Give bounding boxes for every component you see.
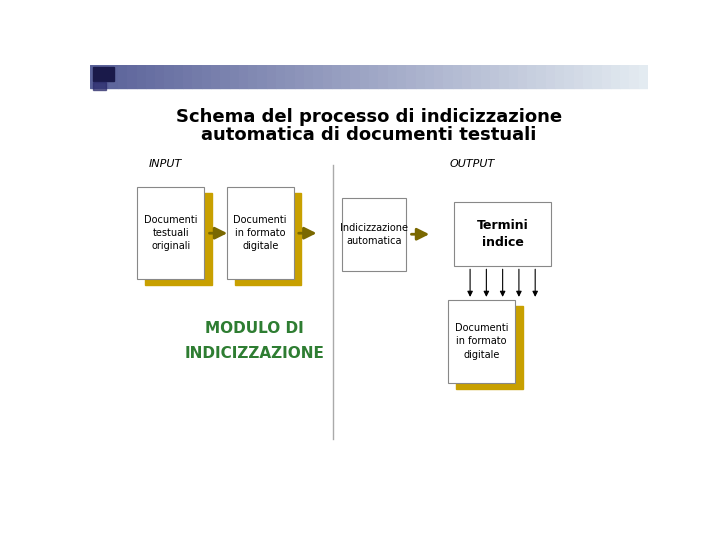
FancyBboxPatch shape	[138, 187, 204, 279]
FancyBboxPatch shape	[454, 202, 552, 266]
FancyBboxPatch shape	[145, 193, 212, 285]
Bar	[620, 65, 629, 87]
Bar	[118, 65, 127, 87]
Bar	[285, 65, 294, 87]
Bar	[639, 65, 648, 87]
Bar	[99, 65, 109, 87]
Text: Schema del processo di indicizzazione: Schema del processo di indicizzazione	[176, 108, 562, 126]
Bar	[351, 65, 360, 87]
Bar	[155, 65, 164, 87]
Bar	[230, 65, 239, 87]
Bar	[239, 65, 248, 87]
Bar	[444, 65, 453, 87]
Bar	[481, 65, 490, 87]
Bar	[536, 65, 546, 87]
Bar	[192, 65, 202, 87]
Bar	[629, 65, 639, 87]
Bar	[527, 65, 536, 87]
Bar	[93, 67, 114, 80]
Bar	[397, 65, 406, 87]
Bar	[555, 65, 564, 87]
Bar	[127, 65, 137, 87]
Bar	[137, 65, 145, 87]
Bar	[276, 65, 285, 87]
Bar	[583, 65, 593, 87]
Bar	[472, 65, 481, 87]
Text: Documenti
in formato
digitale: Documenti in formato digitale	[455, 323, 508, 360]
Bar	[164, 65, 174, 87]
Bar	[258, 65, 266, 87]
Bar	[294, 65, 304, 87]
Text: OUTPUT: OUTPUT	[450, 159, 495, 169]
Bar	[313, 65, 323, 87]
Text: Documenti
in formato
digitale: Documenti in formato digitale	[233, 215, 287, 252]
Bar	[564, 65, 574, 87]
Text: automatica di documenti testuali: automatica di documenti testuali	[202, 126, 536, 145]
Bar	[202, 65, 211, 87]
Bar	[183, 65, 192, 87]
Bar	[369, 65, 378, 87]
Text: MODULO DI: MODULO DI	[205, 321, 304, 336]
Bar	[341, 65, 351, 87]
Bar	[248, 65, 258, 87]
Bar	[406, 65, 415, 87]
Bar	[593, 65, 601, 87]
Bar	[304, 65, 313, 87]
Bar	[211, 65, 220, 87]
Bar	[360, 65, 369, 87]
FancyBboxPatch shape	[235, 193, 302, 285]
Bar	[266, 65, 276, 87]
Bar	[508, 65, 518, 87]
Bar	[415, 65, 425, 87]
Text: INPUT: INPUT	[148, 159, 182, 169]
Bar	[174, 65, 183, 87]
Bar	[332, 65, 341, 87]
Bar	[220, 65, 230, 87]
Bar	[601, 65, 611, 87]
Bar	[90, 65, 99, 87]
FancyBboxPatch shape	[456, 306, 523, 389]
Bar	[145, 65, 155, 87]
Bar	[499, 65, 508, 87]
Bar	[425, 65, 434, 87]
Bar	[546, 65, 555, 87]
Bar	[93, 82, 106, 90]
FancyBboxPatch shape	[227, 187, 294, 279]
FancyBboxPatch shape	[449, 300, 516, 383]
Bar	[574, 65, 583, 87]
Bar	[518, 65, 527, 87]
Bar	[453, 65, 462, 87]
Text: INDICIZZAZIONE: INDICIZZAZIONE	[184, 346, 325, 361]
Bar	[109, 65, 118, 87]
Bar	[462, 65, 472, 87]
Bar	[490, 65, 499, 87]
Text: Documenti
testuali
originali: Documenti testuali originali	[144, 215, 198, 252]
FancyBboxPatch shape	[342, 198, 406, 271]
Bar	[378, 65, 387, 87]
Text: Termini
indice: Termini indice	[477, 219, 528, 249]
Bar	[323, 65, 332, 87]
Bar	[434, 65, 444, 87]
Text: Indicizzazione
automatica: Indicizzazione automatica	[341, 222, 408, 246]
Bar	[387, 65, 397, 87]
Bar	[611, 65, 620, 87]
